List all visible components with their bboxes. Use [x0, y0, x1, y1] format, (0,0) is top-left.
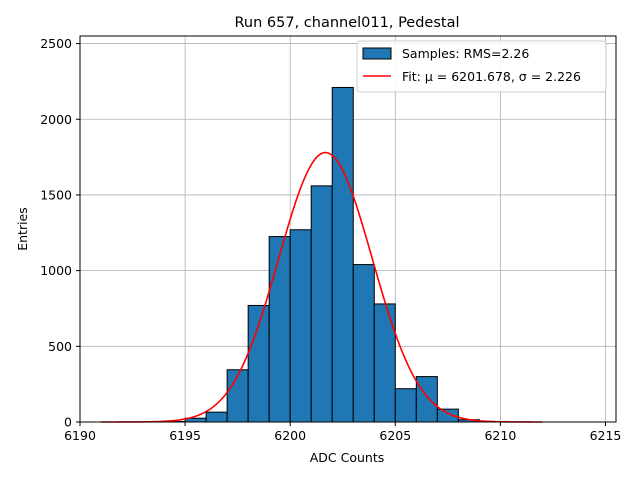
- chart-title: Run 657, channel011, Pedestal: [234, 15, 459, 31]
- y-tick-label: 500: [48, 339, 72, 354]
- y-tick-label: 0: [64, 415, 72, 430]
- legend: Samples: RMS=2.26 Fit: μ = 6201.678, σ =…: [356, 40, 607, 93]
- legend-label-samples: Samples: RMS=2.26: [402, 46, 529, 61]
- y-tick-label: 1500: [40, 187, 72, 202]
- x-axis-ticks: 6190 6195 6200 6205 6210 6215: [64, 422, 621, 443]
- x-tick-label: 6205: [379, 428, 411, 443]
- histogram-bar: [415, 376, 438, 423]
- histogram-bar: [226, 369, 249, 423]
- histogram-bar: [289, 229, 312, 423]
- x-tick-label: 6190: [64, 428, 96, 443]
- histogram-bar: [268, 236, 291, 423]
- x-tick-label: 6215: [590, 428, 622, 443]
- histogram-bar: [394, 388, 417, 423]
- x-tick-label: 6200: [274, 428, 306, 443]
- histogram-bar: [205, 411, 228, 423]
- legend-label-fit: Fit: μ = 6201.678, σ = 2.226: [402, 69, 581, 84]
- y-axis-ticks: 0 500 1000 1500 2000 2500: [40, 36, 80, 430]
- x-tick-label: 6195: [169, 428, 201, 443]
- fit-curve-layer: [101, 151, 543, 423]
- histogram-bar: [373, 303, 396, 423]
- histogram-bar: [331, 86, 354, 423]
- histogram-bar: [352, 264, 375, 423]
- y-axis-label: Entries: [15, 207, 30, 251]
- histogram-bar: [310, 185, 333, 423]
- x-axis-label: ADC Counts: [310, 450, 385, 465]
- y-tick-label: 1000: [40, 263, 72, 278]
- legend-swatch-samples: [362, 47, 392, 60]
- y-tick-label: 2500: [40, 36, 72, 51]
- y-tick-label: 2000: [40, 112, 72, 127]
- legend-box: [356, 40, 607, 93]
- x-tick-label: 6210: [484, 428, 516, 443]
- fit-curve: [101, 151, 543, 423]
- plot-frame: [79, 35, 617, 423]
